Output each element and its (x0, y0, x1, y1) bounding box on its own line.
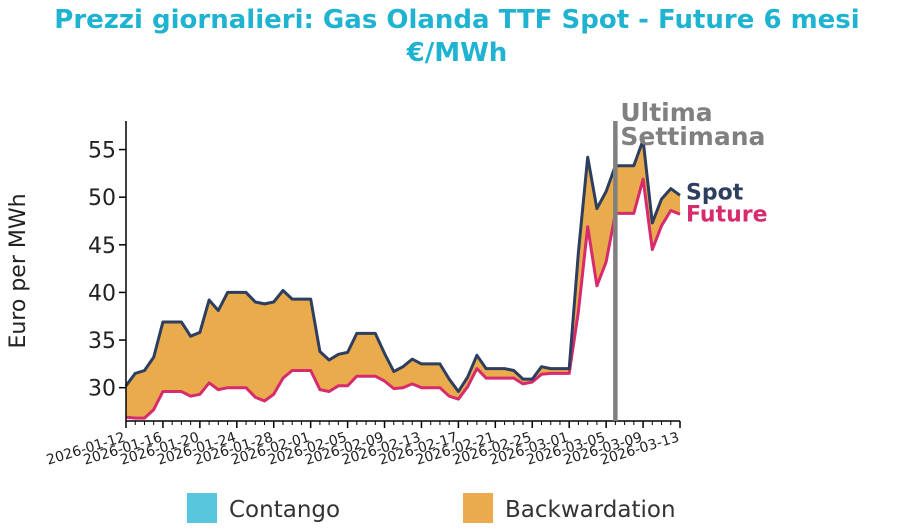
y-axis-label: Euro per MWh (6, 193, 31, 348)
legend-swatch-backwardation (463, 493, 493, 523)
y-tick-label: 40 (88, 281, 116, 306)
y-tick-label: 35 (88, 329, 116, 354)
last-week-annotation-line1: Ultima (620, 98, 712, 127)
series-label-future: Future (686, 202, 768, 227)
last-week-annotation-line2: Settimana (620, 122, 765, 151)
chart-title-line2: €/MWh (406, 38, 508, 68)
backwardation-area (126, 140, 680, 419)
y-ticks: 30 35 40 45 50 55 (88, 139, 126, 402)
future-line (125, 177, 681, 420)
y-tick-label: 50 (88, 186, 116, 211)
spot-line (124, 138, 681, 393)
y-tick-label: 30 (88, 377, 116, 402)
legend: Contango Backwardation (187, 493, 676, 523)
legend-label-contango: Contango (229, 497, 340, 523)
legend-swatch-contango (187, 493, 217, 523)
chart-title-line1: Prezzi giornalieri: Gas Olanda TTF Spot … (54, 5, 859, 35)
x-ticks: 2026-01-122026-01-162026-01-202026-01-24… (45, 421, 681, 469)
series-lines-layer (124, 138, 681, 420)
y-tick-label: 55 (88, 139, 116, 164)
legend-label-backwardation: Backwardation (505, 497, 676, 523)
y-tick-label: 45 (88, 234, 116, 259)
spread-fill-layer (126, 140, 680, 419)
series-label-spot: Spot (686, 180, 744, 205)
